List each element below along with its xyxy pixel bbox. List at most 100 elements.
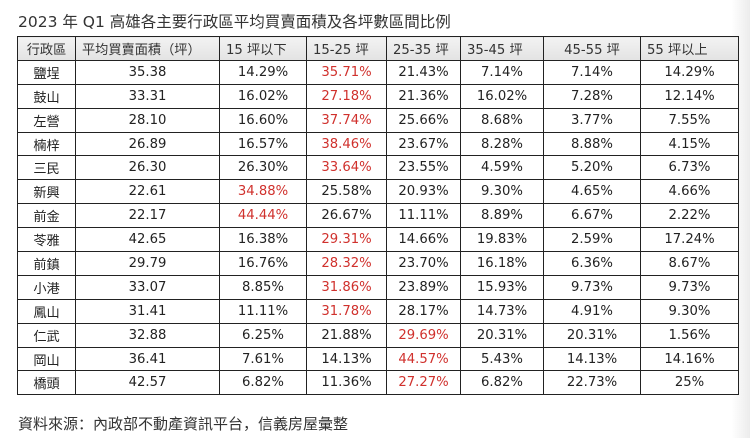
table-row: 鼓山 33.31 16.02% 27.18% 21.36% 16.02% 7.28% 12.1… xyxy=(17,83,739,109)
cell-25-35: 28.17% xyxy=(386,298,461,324)
cell-45-55: 9.73% xyxy=(543,274,641,300)
cell-45-55: 20.31% xyxy=(543,322,641,348)
cell-avg-area: 36.41 xyxy=(75,346,220,372)
table-row: 前金 22.17 44.44% 26.67% 11.11% 8.89% 6.67% 2.22% xyxy=(17,203,739,229)
table-row: 仁武 32.88 6.25% 21.88% 29.69% 20.31% 20.31% 1.56… xyxy=(17,322,739,348)
cell-25-35: 29.69% xyxy=(386,322,461,348)
cell-45-55: 6.36% xyxy=(543,251,641,276)
cell-35-45: 20.31% xyxy=(460,322,544,348)
cell-45-55: 14.13% xyxy=(543,346,641,372)
cell-district: 前金 xyxy=(17,203,76,229)
cell-15-25: 26.67% xyxy=(306,203,387,229)
cell-district: 楠梓 xyxy=(17,131,76,157)
cell-over-55: 6.73% xyxy=(640,155,739,181)
header-25-35: 25-35 坪 xyxy=(386,36,461,61)
table-row: 岡山 36.41 7.61% 14.13% 44.57% 5.43% 14.13% 14.16… xyxy=(17,346,739,372)
header-over-55: 55 坪以上 xyxy=(640,36,739,61)
cell-under-15: 16.02% xyxy=(219,83,307,109)
cell-over-55: 12.14% xyxy=(640,83,739,109)
cell-15-25: 31.78% xyxy=(306,298,387,324)
cell-over-55: 17.24% xyxy=(640,227,739,253)
cell-over-55: 2.22% xyxy=(640,203,739,229)
cell-35-45: 7.14% xyxy=(460,59,544,85)
cell-25-35: 25.66% xyxy=(386,107,461,133)
cell-45-55: 5.20% xyxy=(543,155,641,181)
cell-under-15: 11.11% xyxy=(219,298,307,324)
cell-district: 新興 xyxy=(17,179,76,205)
cell-45-55: 4.91% xyxy=(543,298,641,324)
cell-25-35: 44.57% xyxy=(386,346,461,372)
header-district: 行政區 xyxy=(17,36,76,61)
cell-45-55: 3.77% xyxy=(543,107,641,133)
cell-under-15: 16.57% xyxy=(219,131,307,157)
cell-district: 左營 xyxy=(17,107,76,133)
cell-over-55: 4.66% xyxy=(640,179,739,205)
source-note: 資料來源：內政部不動產資訊平台，信義房屋彙整 xyxy=(18,415,349,433)
cell-district: 鹽埕 xyxy=(17,59,76,85)
cell-under-15: 8.85% xyxy=(219,274,307,300)
cell-35-45: 5.43% xyxy=(460,346,544,372)
cell-15-25: 28.32% xyxy=(306,251,387,276)
cell-over-55: 1.56% xyxy=(640,322,739,348)
table-row: 前鎮 29.79 16.76% 28.32% 23.70% 16.18% 6.36% 8.67… xyxy=(17,251,739,276)
table-row: 左營 28.10 16.60% 37.74% 25.66% 8.68% 3.77% 7.55% xyxy=(17,107,739,133)
cell-avg-area: 32.88 xyxy=(75,322,220,348)
cell-under-15: 6.82% xyxy=(219,370,307,396)
cell-15-25: 11.36% xyxy=(306,370,387,396)
cell-15-25: 33.64% xyxy=(306,155,387,181)
cell-avg-area: 33.07 xyxy=(75,274,220,300)
table-row: 苓雅 42.65 16.38% 29.31% 14.66% 19.83% 2.59% 17.2… xyxy=(17,227,739,253)
cell-avg-area: 42.65 xyxy=(75,227,220,253)
cell-over-55: 9.73% xyxy=(640,274,739,300)
cell-25-35: 21.43% xyxy=(386,59,461,85)
cell-35-45: 6.82% xyxy=(460,370,544,396)
cell-35-45: 19.83% xyxy=(460,227,544,253)
cell-15-25: 25.58% xyxy=(306,179,387,205)
cell-district: 苓雅 xyxy=(17,227,76,253)
table-row: 鹽埕 35.38 14.29% 35.71% 21.43% 7.14% 7.14% 14.29… xyxy=(17,59,739,85)
cell-under-15: 34.88% xyxy=(219,179,307,205)
cell-35-45: 9.30% xyxy=(460,179,544,205)
cell-25-35: 23.55% xyxy=(386,155,461,181)
cell-avg-area: 26.30 xyxy=(75,155,220,181)
cell-avg-area: 42.57 xyxy=(75,370,220,396)
cell-45-55: 2.59% xyxy=(543,227,641,253)
cell-over-55: 14.16% xyxy=(640,346,739,372)
cell-45-55: 7.28% xyxy=(543,83,641,109)
cell-15-25: 35.71% xyxy=(306,59,387,85)
cell-over-55: 14.29% xyxy=(640,59,739,85)
cell-25-35: 14.66% xyxy=(386,227,461,253)
table-row: 三民 26.30 26.30% 33.64% 23.55% 4.59% 5.20% 6.73% xyxy=(17,155,739,181)
cell-avg-area: 22.61 xyxy=(75,179,220,205)
cell-under-15: 6.25% xyxy=(219,322,307,348)
table-row: 楠梓 26.89 16.57% 38.46% 23.67% 8.28% 8.88% 4.15% xyxy=(17,131,739,157)
cell-15-25: 37.74% xyxy=(306,107,387,133)
cell-25-35: 21.36% xyxy=(386,83,461,109)
cell-35-45: 14.73% xyxy=(460,298,544,324)
cell-over-55: 25% xyxy=(640,370,739,396)
cell-district: 岡山 xyxy=(17,346,76,372)
cell-over-55: 4.15% xyxy=(640,131,739,157)
table-row: 小港 33.07 8.85% 31.86% 23.89% 15.93% 9.73% 9.73% xyxy=(17,274,739,300)
cell-15-25: 29.31% xyxy=(306,227,387,253)
cell-under-15: 16.38% xyxy=(219,227,307,253)
cell-45-55: 7.14% xyxy=(543,59,641,85)
cell-15-25: 14.13% xyxy=(306,346,387,372)
cell-avg-area: 29.79 xyxy=(75,251,220,276)
cell-avg-area: 22.17 xyxy=(75,203,220,229)
cell-avg-area: 26.89 xyxy=(75,131,220,157)
table-row: 橋頭 42.57 6.82% 11.36% 27.27% 6.82% 22.73% 25% xyxy=(17,370,739,396)
cell-under-15: 7.61% xyxy=(219,346,307,372)
cell-district: 橋頭 xyxy=(17,370,76,396)
header-avg-area: 平均買賣面積（坪） xyxy=(75,36,220,61)
cell-25-35: 27.27% xyxy=(386,370,461,396)
cell-district: 三民 xyxy=(17,155,76,181)
cell-under-15: 26.30% xyxy=(219,155,307,181)
cell-over-55: 9.30% xyxy=(640,298,739,324)
cell-under-15: 44.44% xyxy=(219,203,307,229)
table-row: 鳳山 31.41 11.11% 31.78% 28.17% 14.73% 4.91% 9.30… xyxy=(17,298,739,324)
cell-45-55: 22.73% xyxy=(543,370,641,396)
cell-under-15: 14.29% xyxy=(219,59,307,85)
cell-45-55: 6.67% xyxy=(543,203,641,229)
cell-15-25: 31.86% xyxy=(306,274,387,300)
